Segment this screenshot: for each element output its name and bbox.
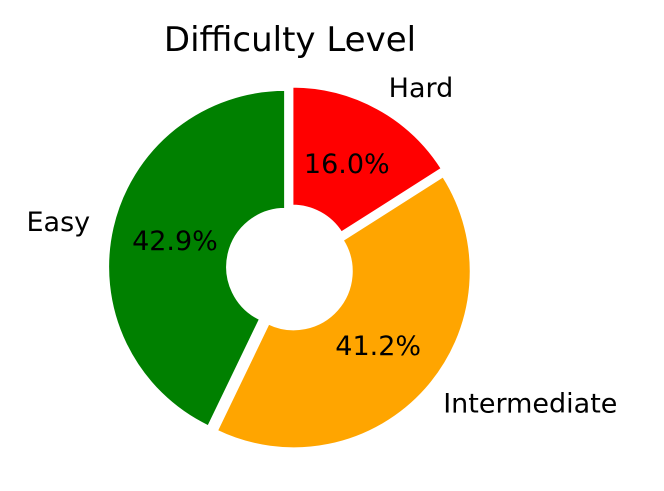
slice-hard: [291, 85, 444, 234]
slice-intermediate: [215, 174, 472, 450]
category-label-easy: Easy: [26, 207, 90, 238]
percent-label-intermediate: 41.2%: [335, 331, 421, 362]
category-label-intermediate: Intermediate: [443, 389, 617, 420]
category-label-hard: Hard: [389, 73, 454, 104]
percent-label-hard: 16.0%: [304, 149, 390, 180]
chart-title: Difficulty Level: [164, 20, 416, 60]
percent-label-easy: 42.9%: [132, 226, 218, 257]
slice-easy: [107, 88, 287, 428]
slices-group: [107, 85, 472, 450]
labels-group: Hard 16.0% Intermediate 41.2% Easy 42.9%: [26, 73, 617, 420]
